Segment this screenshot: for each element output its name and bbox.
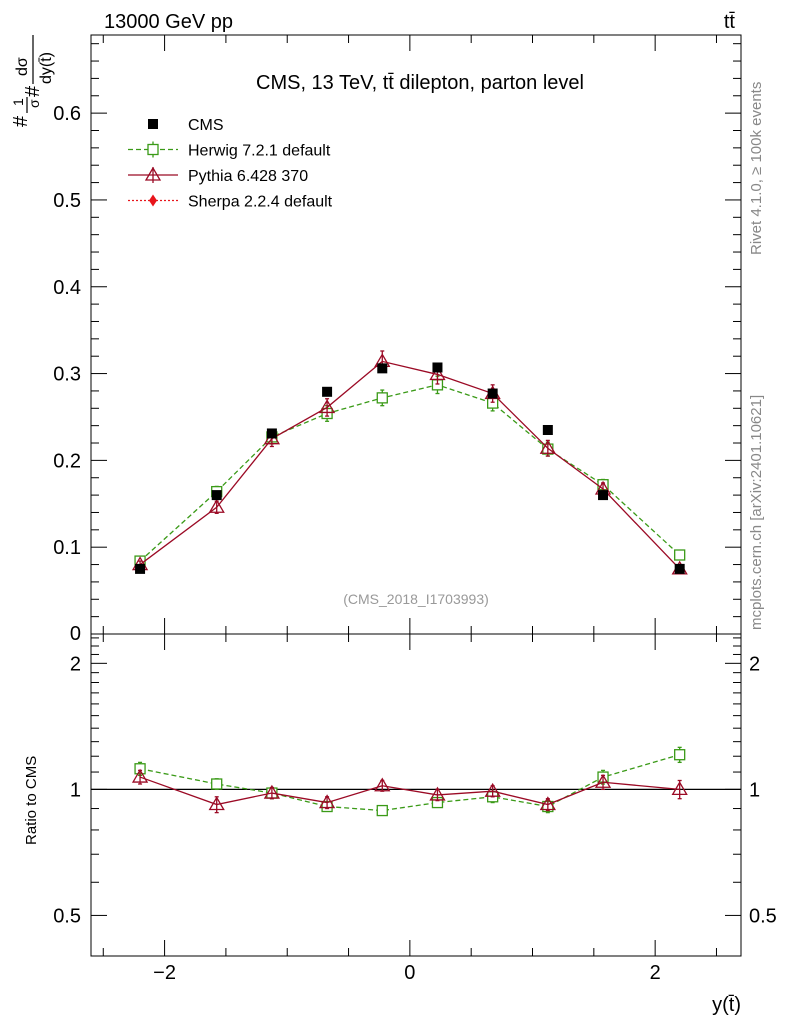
cms-point xyxy=(487,388,498,399)
y-tick-label: 0.1 xyxy=(53,537,81,559)
y-tick-label: 0.6 xyxy=(53,103,81,125)
y-tick-label: 0 xyxy=(70,623,81,645)
cms-point xyxy=(211,490,222,501)
herwig-ratio-line xyxy=(139,754,680,812)
ratio-y-tick-label-right: 1 xyxy=(749,779,760,801)
y-axis-label-main: # 1 σ # dσ dy(t̄) xyxy=(10,35,55,127)
x-axis-label: y(t̄) xyxy=(712,994,741,1016)
pythia-ratio-point xyxy=(671,781,688,796)
pythia-point xyxy=(539,439,556,454)
herwig-point xyxy=(674,549,686,561)
ratio-y-tick-label: 1 xyxy=(70,779,81,801)
svg-text:dσ: dσ xyxy=(14,57,31,76)
analysis-watermark: (CMS_2018_I1703993) xyxy=(343,591,489,607)
chart-title: CMS, 13 TeV, tt̄ dilepton, parton level xyxy=(256,72,584,94)
legend-marker-cms xyxy=(148,119,158,129)
energy-label: 13000 GeV pp xyxy=(104,11,233,33)
cms-point xyxy=(377,363,388,374)
ratio-y-tick-label: 2 xyxy=(70,653,81,675)
ratio-plot-frame xyxy=(90,633,742,957)
cms-point xyxy=(432,362,443,373)
y-tick-label: 0.2 xyxy=(53,450,81,472)
y-axis-label-ratio: Ratio to CMS xyxy=(23,756,40,845)
x-tick-label: −2 xyxy=(153,962,176,984)
ratio-y-tick-label-right: 2 xyxy=(749,653,760,675)
legend-label-sherpa: Sherpa 2.2.4 default xyxy=(188,194,333,211)
herwig-ratio-point xyxy=(376,804,388,817)
mcplots-label: mcplots.cern.ch [arXiv:2401.10621] xyxy=(748,395,765,630)
pythia-ratio-point xyxy=(594,773,612,788)
y-tick-label: 0.3 xyxy=(53,364,81,386)
x-tick-label: 2 xyxy=(650,962,661,984)
pythia-ratio-point xyxy=(374,777,391,792)
x-tick-label: 0 xyxy=(404,962,415,984)
pythia-ratio-point xyxy=(539,796,556,811)
legend: CMS Herwig 7.2.1 default Pythia 6.428 370 S… xyxy=(128,117,333,211)
svg-text:#: # xyxy=(22,85,44,97)
legend-label-cms: CMS xyxy=(188,117,224,134)
y-tick-label: 0.4 xyxy=(53,277,81,299)
svg-text:σ: σ xyxy=(26,99,42,108)
legend-label-pythia: Pythia 6.428 370 xyxy=(188,168,308,185)
pythia-ratio-line xyxy=(139,776,680,806)
rivet-version-label: Rivet 4.1.0, ≥ 100k events xyxy=(748,82,765,255)
svg-text:#: # xyxy=(10,115,32,127)
herwig-point xyxy=(376,392,388,404)
pythia-line xyxy=(139,360,681,570)
legend-marker-sherpa xyxy=(149,194,157,207)
svg-text:1: 1 xyxy=(10,98,26,106)
pythia-point xyxy=(429,366,446,381)
cms-point xyxy=(598,490,609,501)
pythia-ratio-point xyxy=(263,784,281,799)
pythia-ratio-point xyxy=(318,794,336,809)
legend-marker-pythia xyxy=(144,166,162,181)
ratio-y-tick-label: 0.5 xyxy=(53,905,81,927)
herwig-ratio-point xyxy=(211,778,223,790)
herwig-ratio-point xyxy=(674,749,686,761)
process-label: tt̄ xyxy=(724,11,736,33)
ratio-y-tick-label-right: 0.5 xyxy=(749,905,777,927)
cms-point xyxy=(674,563,685,574)
legend-marker-herwig xyxy=(147,143,159,156)
pythia-point xyxy=(208,498,225,513)
svg-text:dy(t̄): dy(t̄) xyxy=(38,52,55,84)
pythia-ratio-point xyxy=(131,768,149,783)
legend-label-herwig: Herwig 7.2.1 default xyxy=(188,143,331,160)
cms-point xyxy=(322,386,333,397)
herwig-line xyxy=(139,384,681,562)
cms-point xyxy=(266,428,277,439)
pythia-ratio-point xyxy=(429,786,446,801)
pythia-ratio-point xyxy=(208,796,225,811)
cms-point xyxy=(135,563,146,574)
pythia-ratio-point xyxy=(484,782,501,797)
y-tick-label: 0.5 xyxy=(53,190,81,212)
cms-point xyxy=(542,424,553,435)
pythia-point xyxy=(318,399,336,414)
